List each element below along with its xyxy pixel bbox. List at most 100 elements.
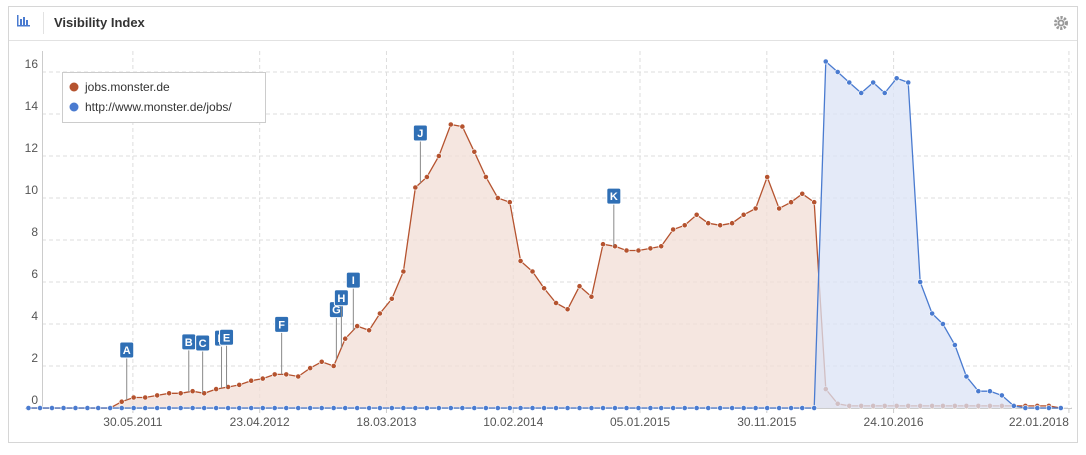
point [49,405,55,411]
point [271,371,278,378]
point [295,373,302,380]
point [154,405,161,411]
point [658,243,665,250]
point [118,398,125,405]
legend-marker [69,82,79,92]
point [811,405,818,411]
point [987,388,993,395]
point [424,405,430,411]
point [271,405,278,411]
point [366,327,373,334]
point [130,405,137,411]
point [553,300,559,306]
x-tick-label: 22.01.2018 [1009,415,1069,429]
point [612,405,618,411]
point [166,390,173,397]
point [388,405,395,411]
point [377,405,383,411]
point [647,405,654,411]
point [494,405,501,411]
point [681,222,688,229]
point [564,405,571,411]
event-label: E [223,332,230,344]
point [588,293,595,300]
point [940,321,946,327]
y-tick-label: 0 [31,393,38,407]
point [788,199,794,206]
point [776,205,783,212]
point [963,373,970,380]
legend-label: jobs.monster.de [84,80,170,94]
point [248,405,255,411]
point [189,405,196,411]
point [342,405,349,411]
point [600,241,606,248]
point [681,405,688,411]
point [447,405,454,411]
point [693,405,700,411]
point [588,405,595,411]
point [917,279,924,285]
point [118,405,125,411]
event-flag [219,328,235,346]
event-label: B [185,337,193,349]
x-tick-label: 30.11.2015 [737,415,796,429]
point [213,386,220,392]
point [366,405,373,411]
point [412,405,419,411]
point [799,190,806,197]
point [354,323,361,329]
event-label: G [332,305,341,317]
area [28,61,1061,408]
point [400,405,407,411]
event-label: C [199,338,207,350]
x-tick-label: 30.05.2011 [103,415,162,429]
point [225,405,231,411]
point [494,195,501,201]
point [318,358,325,365]
point [177,405,184,411]
point [60,405,67,411]
x-tick-label: 18.03.2013 [356,415,416,429]
event-label: I [352,275,355,287]
point [189,388,196,395]
point [37,405,43,411]
point [236,381,243,388]
point [846,79,853,86]
point [248,377,255,384]
point [318,405,325,411]
point [576,283,583,290]
point [600,405,606,411]
point [25,405,32,411]
point [834,69,841,75]
point [213,405,220,411]
point [881,90,888,96]
point [929,310,936,317]
legend-box [62,72,266,123]
point [459,123,466,130]
point [635,405,642,411]
point [893,75,900,82]
point [154,392,161,399]
point [529,405,536,411]
point [740,211,747,218]
event-label: A [123,345,131,357]
point [506,199,513,206]
point [858,90,865,96]
point [471,148,478,155]
point [705,405,712,411]
chart-title: Visibility Index [54,15,146,30]
x-tick-label: 24.10.2016 [864,415,924,429]
point [1034,405,1041,411]
y-tick-label: 4 [31,309,38,323]
point [612,243,618,250]
point [623,405,630,411]
y-tick-label: 2 [31,351,38,365]
settings-icon[interactable] [1054,16,1068,30]
event-flag [606,187,622,205]
point [576,405,583,411]
point [482,174,489,180]
point [564,306,571,313]
point [377,310,383,317]
